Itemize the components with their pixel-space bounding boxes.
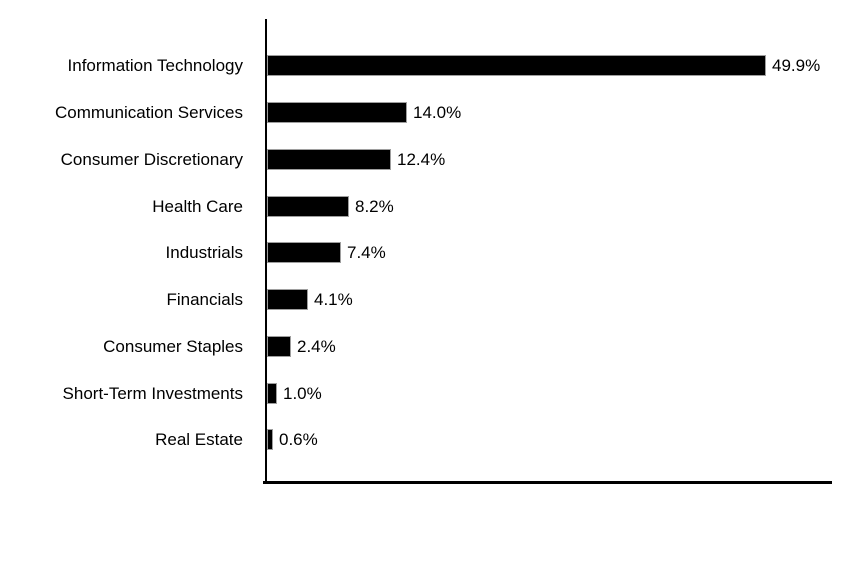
value-label: 4.1% [314,290,353,310]
category-label: Industrials [165,243,243,263]
chart-row: Consumer Staples 2.4% [0,323,852,370]
category-label: Real Estate [155,430,243,450]
chart-row: Real Estate 0.6% [0,417,852,464]
value-label: 2.4% [297,336,336,356]
value-label: 8.2% [355,196,394,216]
bar-track: 49.9% [267,55,833,77]
category-label: Health Care [152,196,243,216]
x-axis-line [263,481,832,484]
bar [267,242,341,264]
bar [267,382,277,404]
category-label: Consumer Discretionary [60,149,243,169]
bar-track: 0.6% [267,429,833,451]
bar [267,429,273,451]
bar-track: 7.4% [267,242,833,264]
bar [267,148,391,170]
value-label: 12.4% [397,149,446,169]
value-label: 0.6% [279,430,318,450]
chart-rows: Information Technology 49.9% Communication… [0,43,852,464]
category-label: Information Technology [67,56,243,76]
chart-row: Consumer Discretionary 12.4% [0,136,852,183]
chart-row: Short-Term Investments 1.0% [0,370,852,417]
value-label: 1.0% [283,383,322,403]
bar [267,102,407,124]
category-label: Consumer Staples [103,336,243,356]
bar-track: 12.4% [267,148,833,170]
bar [267,55,766,77]
bar-track: 4.1% [267,289,833,311]
chart-row: Health Care 8.2% [0,183,852,230]
chart-row: Information Technology 49.9% [0,43,852,90]
chart-row: Industrials 7.4% [0,230,852,277]
bar [267,335,291,357]
bar-track: 14.0% [267,102,833,124]
category-label: Short-Term Investments [62,383,243,403]
bar-track: 1.0% [267,382,833,404]
bar [267,289,308,311]
category-label: Communication Services [54,103,243,123]
value-label: 14.0% [413,103,462,123]
category-label: Financials [166,290,243,310]
value-label: 7.4% [346,243,386,263]
bar-track: 2.4% [267,335,833,357]
bar-track: 8.2% [267,195,833,217]
value-label: 49.9% [772,56,821,76]
bar [267,195,349,217]
chart-row: Financials 4.1% [0,276,852,323]
chart-row: Communication Services 14.0% [0,89,852,136]
y-axis-line [265,19,267,484]
